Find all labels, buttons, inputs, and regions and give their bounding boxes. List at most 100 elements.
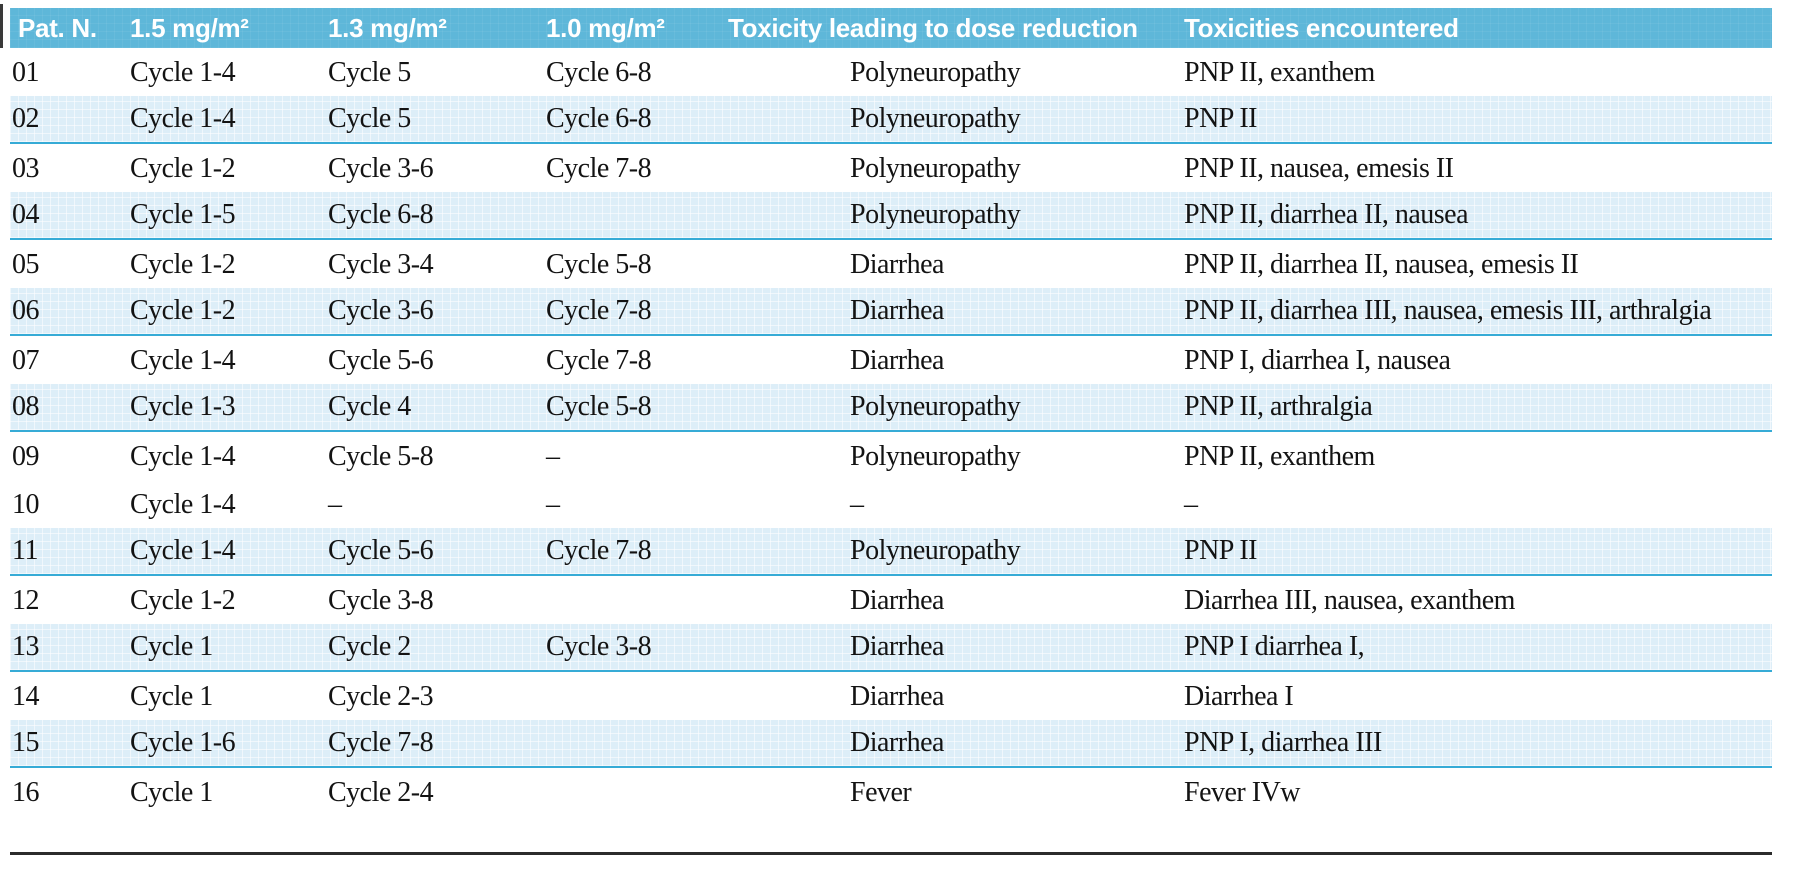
cell-dose-1-5: Cycle 1-4 bbox=[130, 535, 236, 566]
cell-toxicity-dose-reduction: Polyneuropathy bbox=[850, 535, 1021, 566]
cell-toxicity-dose-reduction: Diarrhea bbox=[850, 585, 944, 616]
cell-dose-1-5: Cycle 1-4 bbox=[130, 441, 236, 472]
table-row: 02 Cycle 1-4 Cycle 5 Cycle 6-8 Polyneuro… bbox=[10, 96, 1772, 144]
column-header: 1.0 mg/m² bbox=[546, 12, 665, 43]
column-header: Toxicities encountered bbox=[1184, 12, 1459, 43]
cell-dose-1-3: Cycle 5-6 bbox=[328, 345, 434, 376]
cell-dose-1-5: Cycle 1 bbox=[130, 631, 213, 662]
column-header: 1.5 mg/m² bbox=[130, 12, 249, 43]
cell-dose-1-3: Cycle 4 bbox=[328, 391, 411, 422]
cell-dose-1-5: Cycle 1-2 bbox=[130, 585, 236, 616]
cell-toxicities-encountered: PNP II, exanthem bbox=[1184, 57, 1375, 88]
table-row: 14 Cycle 1 Cycle 2-3 Diarrhea Diarrhea I bbox=[10, 672, 1772, 720]
cell-toxicity-dose-reduction: – bbox=[850, 489, 864, 520]
cell-toxicities-encountered: PNP II bbox=[1184, 103, 1257, 134]
table-row: 03 Cycle 1-2 Cycle 3-6 Cycle 7-8 Polyneu… bbox=[10, 144, 1772, 192]
cell-dose-1-3: – bbox=[328, 489, 342, 520]
cell-patient-number: 08 bbox=[12, 391, 40, 422]
cell-toxicity-dose-reduction: Diarrhea bbox=[850, 249, 944, 280]
cell-dose-1-5: Cycle 1-2 bbox=[130, 153, 236, 184]
cell-dose-1-5: Cycle 1 bbox=[130, 777, 213, 808]
table-row: 09 Cycle 1-4 Cycle 5-8 – Polyneuropathy … bbox=[10, 432, 1772, 480]
table-row: 05 Cycle 1-2 Cycle 3-4 Cycle 5-8 Diarrhe… bbox=[10, 240, 1772, 288]
cell-dose-1-3: Cycle 3-8 bbox=[328, 585, 434, 616]
cell-toxicities-encountered: PNP II, exanthem bbox=[1184, 441, 1375, 472]
scan-artifact-line bbox=[0, 4, 3, 48]
table-row: 12 Cycle 1-2 Cycle 3-8 Diarrhea Diarrhea… bbox=[10, 576, 1772, 624]
cell-toxicity-dose-reduction: Polyneuropathy bbox=[850, 199, 1021, 230]
cell-toxicity-dose-reduction: Polyneuropathy bbox=[850, 391, 1021, 422]
cell-dose-1-0: Cycle 5-8 bbox=[546, 391, 652, 422]
cell-dose-1-3: Cycle 3-6 bbox=[328, 295, 434, 326]
cell-patient-number: 06 bbox=[12, 295, 40, 326]
cell-dose-1-3: Cycle 2-3 bbox=[328, 681, 434, 712]
cell-toxicities-encountered: PNP II, arthralgia bbox=[1184, 391, 1373, 422]
table-row: 11 Cycle 1-4 Cycle 5-6 Cycle 7-8 Polyneu… bbox=[10, 528, 1772, 576]
cell-patient-number: 07 bbox=[12, 345, 40, 376]
cell-dose-1-3: Cycle 5 bbox=[328, 103, 411, 134]
header-row: Pat. N. 1.5 mg/m² 1.3 mg/m² 1.0 mg/m² Toxici… bbox=[10, 8, 1772, 48]
cell-dose-1-0: Cycle 6-8 bbox=[546, 103, 652, 134]
cell-patient-number: 15 bbox=[12, 727, 40, 758]
cell-toxicity-dose-reduction: Diarrhea bbox=[850, 681, 944, 712]
column-header: 1.3 mg/m² bbox=[328, 12, 447, 43]
cell-toxicity-dose-reduction: Polyneuropathy bbox=[850, 153, 1021, 184]
cell-dose-1-3: Cycle 5 bbox=[328, 57, 411, 88]
cell-dose-1-3: Cycle 3-6 bbox=[328, 153, 434, 184]
cell-dose-1-0: – bbox=[546, 489, 560, 520]
cell-dose-1-5: Cycle 1-5 bbox=[130, 199, 236, 230]
cell-toxicity-dose-reduction: Diarrhea bbox=[850, 631, 944, 662]
table-row: 10 Cycle 1-4 – – – – bbox=[10, 480, 1772, 528]
cell-patient-number: 01 bbox=[12, 57, 40, 88]
cell-toxicity-dose-reduction: Diarrhea bbox=[850, 345, 944, 376]
cell-toxicity-dose-reduction: Fever bbox=[850, 777, 912, 808]
cell-toxicities-encountered: Diarrhea III, nausea, exanthem bbox=[1184, 585, 1515, 616]
cell-dose-1-3: Cycle 2 bbox=[328, 631, 411, 662]
cell-dose-1-0 bbox=[538, 768, 720, 816]
cell-toxicities-encountered: PNP II bbox=[1184, 535, 1257, 566]
cell-toxicities-encountered: PNP II, diarrhea II, nausea bbox=[1184, 199, 1469, 230]
cell-dose-1-0: Cycle 3-8 bbox=[546, 631, 652, 662]
column-header: Toxicity leading to dose reduction bbox=[728, 12, 1138, 43]
cell-dose-1-0: Cycle 7-8 bbox=[546, 535, 652, 566]
cell-dose-1-5: Cycle 1-4 bbox=[130, 57, 236, 88]
cell-patient-number: 11 bbox=[12, 535, 38, 566]
cell-dose-1-5: Cycle 1 bbox=[130, 681, 213, 712]
table-row: 13 Cycle 1 Cycle 2 Cycle 3-8 Diarrhea PN… bbox=[10, 624, 1772, 672]
cell-dose-1-0: – bbox=[546, 441, 560, 472]
cell-dose-1-0: Cycle 6-8 bbox=[546, 57, 652, 88]
cell-toxicities-encountered: PNP II, nausea, emesis II bbox=[1184, 153, 1454, 184]
cell-toxicities-encountered: PNP I diarrhea I, bbox=[1184, 631, 1365, 662]
cell-dose-1-5: Cycle 1-2 bbox=[130, 249, 236, 280]
table-row: 04 Cycle 1-5 Cycle 6-8 Polyneuropathy PN… bbox=[10, 192, 1772, 240]
cell-patient-number: 12 bbox=[12, 585, 40, 616]
table-row: 01 Cycle 1-4 Cycle 5 Cycle 6-8 Polyneuro… bbox=[10, 48, 1772, 96]
cell-dose-1-3: Cycle 5-8 bbox=[328, 441, 434, 472]
cell-dose-1-5: Cycle 1-4 bbox=[130, 489, 236, 520]
cell-toxicities-encountered: PNP I, diarrhea III bbox=[1184, 727, 1382, 758]
cell-toxicity-dose-reduction: Diarrhea bbox=[850, 295, 944, 326]
cell-dose-1-5: Cycle 1-4 bbox=[130, 103, 236, 134]
column-header: Pat. N. bbox=[18, 12, 97, 43]
cell-dose-1-0: Cycle 7-8 bbox=[546, 153, 652, 184]
cell-patient-number: 13 bbox=[12, 631, 40, 662]
cell-dose-1-5: Cycle 1-3 bbox=[130, 391, 236, 422]
cell-dose-1-3: Cycle 5-6 bbox=[328, 535, 434, 566]
cell-dose-1-3: Cycle 6-8 bbox=[328, 199, 434, 230]
cell-dose-1-0: Cycle 7-8 bbox=[546, 345, 652, 376]
cell-dose-1-3: Cycle 3-4 bbox=[328, 249, 434, 280]
cell-patient-number: 14 bbox=[12, 681, 40, 712]
cell-toxicities-encountered: PNP I, diarrhea I, nausea bbox=[1184, 345, 1451, 376]
table-row: 08 Cycle 1-3 Cycle 4 Cycle 5-8 Polyneuro… bbox=[10, 384, 1772, 432]
cell-dose-1-3: Cycle 2-4 bbox=[328, 777, 434, 808]
cell-dose-1-3: Cycle 7-8 bbox=[328, 727, 434, 758]
table-bottom-rule bbox=[10, 852, 1772, 855]
cell-toxicity-dose-reduction: Diarrhea bbox=[850, 727, 944, 758]
cell-patient-number: 05 bbox=[12, 249, 40, 280]
cell-patient-number: 04 bbox=[12, 199, 40, 230]
cell-toxicities-encountered: PNP II, diarrhea II, nausea, emesis II bbox=[1184, 249, 1579, 280]
table-body: 01 Cycle 1-4 Cycle 5 Cycle 6-8 Polyneuro… bbox=[10, 48, 1772, 816]
cell-dose-1-0 bbox=[538, 192, 720, 238]
cell-patient-number: 10 bbox=[12, 489, 40, 520]
